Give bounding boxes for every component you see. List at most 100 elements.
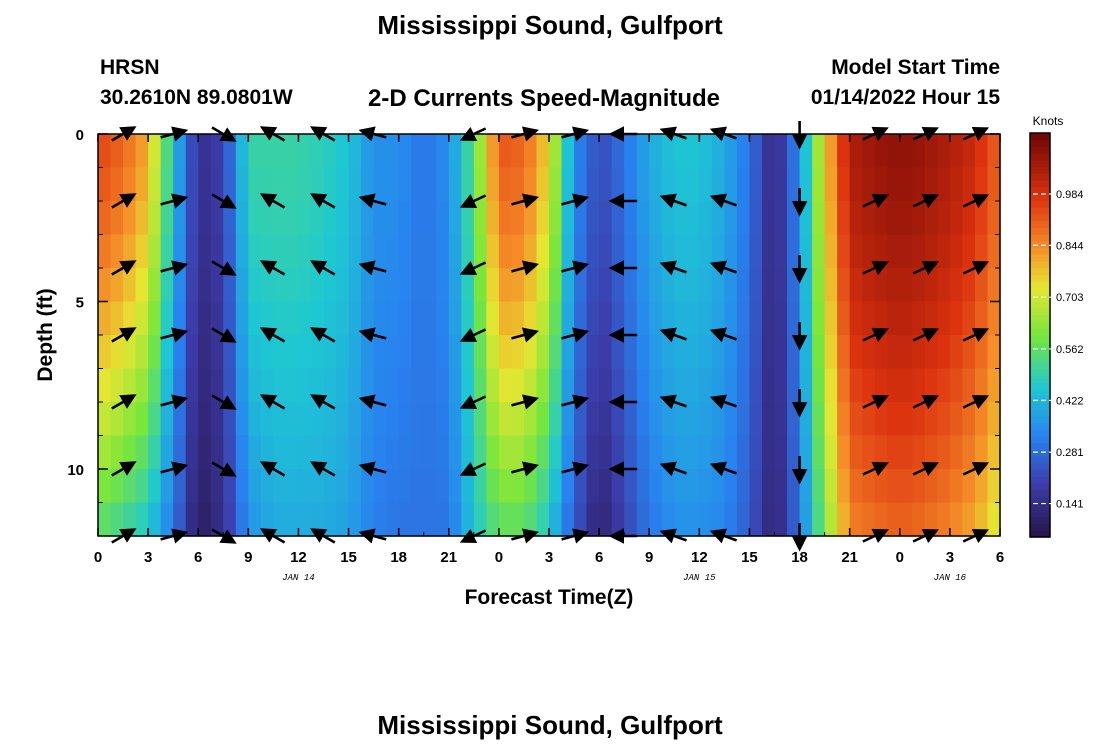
heatmap-cell <box>210 201 224 236</box>
heatmap-cell <box>599 402 613 437</box>
heatmap-cell <box>398 134 412 169</box>
model-start-value: 01/14/2022 Hour 15 <box>810 86 1000 109</box>
heatmap-cell <box>912 435 926 470</box>
heatmap-cell <box>536 301 550 336</box>
heatmap-cell <box>761 402 776 437</box>
heatmap-cell <box>473 167 487 202</box>
current-vector <box>709 193 738 209</box>
heatmap-cell <box>937 268 951 303</box>
heatmap-cell <box>812 335 826 370</box>
current-vector <box>309 327 336 343</box>
heatmap-cell <box>436 469 450 504</box>
current-vector <box>709 260 738 276</box>
heatmap-cell <box>611 301 625 336</box>
heatmap-cell <box>160 335 174 370</box>
heatmap-cell <box>749 335 763 370</box>
heatmap-cell <box>248 335 262 370</box>
heatmap-cell <box>987 234 1001 269</box>
colorbar-segment <box>1030 361 1050 370</box>
heatmap-cell <box>787 368 801 403</box>
heatmap-cell <box>824 435 838 470</box>
heatmap-cell <box>536 134 550 169</box>
colorbar-segment <box>1030 281 1050 289</box>
heatmap-cell <box>699 268 713 303</box>
heatmap-cell <box>511 335 525 370</box>
heatmap-cell <box>761 368 776 403</box>
heatmap-cell <box>624 335 638 370</box>
heatmap-cell <box>348 402 362 437</box>
heatmap-cell <box>824 234 838 269</box>
heatmap-cell <box>248 167 262 202</box>
model-start-label: Model Start Time <box>831 56 1000 79</box>
heatmap-cell <box>974 335 989 370</box>
heatmap-cell <box>298 402 312 437</box>
heatmap-cell <box>323 402 337 437</box>
heatmap-cell <box>824 268 838 303</box>
heatmap-cell <box>173 301 187 336</box>
heatmap-cell <box>310 201 325 236</box>
heatmap-cell <box>473 234 487 269</box>
heatmap-cell <box>398 402 412 437</box>
heatmap-cell <box>586 268 600 303</box>
heatmap-cell <box>711 234 725 269</box>
heatmap-cell <box>812 234 826 269</box>
heatmap-cell <box>736 469 751 504</box>
current-vector <box>211 327 237 343</box>
heatmap-cell <box>223 301 237 336</box>
heatmap-cell <box>461 301 475 336</box>
heatmap-cell <box>135 268 149 303</box>
colorbar-segment <box>1030 146 1050 154</box>
heatmap-cell <box>423 234 437 269</box>
heatmap-cell <box>110 402 124 437</box>
heatmap-cell <box>611 368 625 403</box>
heatmap-cell <box>761 469 776 504</box>
heatmap-cell <box>185 301 199 336</box>
heatmap-cell <box>173 368 187 403</box>
heatmap-cell <box>310 167 325 202</box>
heatmap-cell <box>824 368 838 403</box>
current-vector <box>211 394 237 410</box>
heatmap-cell <box>260 301 274 336</box>
heatmap-cell <box>160 402 174 437</box>
heatmap-cell <box>523 502 538 537</box>
heatmap-cell <box>198 469 212 504</box>
heatmap-cell <box>611 402 625 437</box>
current-vector <box>358 461 387 477</box>
heatmap-cell <box>799 335 813 370</box>
heatmap-cell <box>887 469 901 504</box>
x-tick-label: 6 <box>194 549 202 566</box>
heatmap-cell <box>549 502 563 537</box>
heatmap-cell <box>386 234 400 269</box>
heatmap-cell <box>874 301 888 336</box>
heatmap-cell <box>549 301 563 336</box>
heatmap-cell <box>386 469 400 504</box>
heatmap-cell <box>974 167 989 202</box>
heatmap-cell <box>310 301 325 336</box>
heatmap-cell <box>423 134 437 169</box>
heatmap-cell <box>160 469 174 504</box>
heatmap-cell <box>586 335 600 370</box>
heatmap-cell <box>223 435 237 470</box>
heatmap-cell <box>185 402 199 437</box>
current-vector <box>962 193 990 209</box>
current-vector <box>511 260 540 276</box>
heatmap-cell <box>461 167 475 202</box>
heatmap-cell <box>912 134 926 169</box>
heatmap-cell <box>686 167 700 202</box>
heatmap-cell <box>436 268 450 303</box>
heatmap-cell <box>974 435 989 470</box>
current-vector <box>211 193 237 209</box>
colorbar-segment <box>1030 348 1050 356</box>
heatmap-cell <box>473 268 487 303</box>
heatmap-cell <box>386 368 400 403</box>
heatmap-cell <box>649 134 663 169</box>
heatmap-cell <box>398 234 412 269</box>
heatmap-cell <box>699 201 713 236</box>
current-vector <box>111 461 137 477</box>
current-vector <box>561 394 590 410</box>
heatmap-cell <box>799 268 813 303</box>
heatmap-cell <box>724 502 738 537</box>
heatmap-cell <box>260 234 274 269</box>
heatmap-cell <box>937 167 951 202</box>
heatmap-cell <box>674 268 688 303</box>
